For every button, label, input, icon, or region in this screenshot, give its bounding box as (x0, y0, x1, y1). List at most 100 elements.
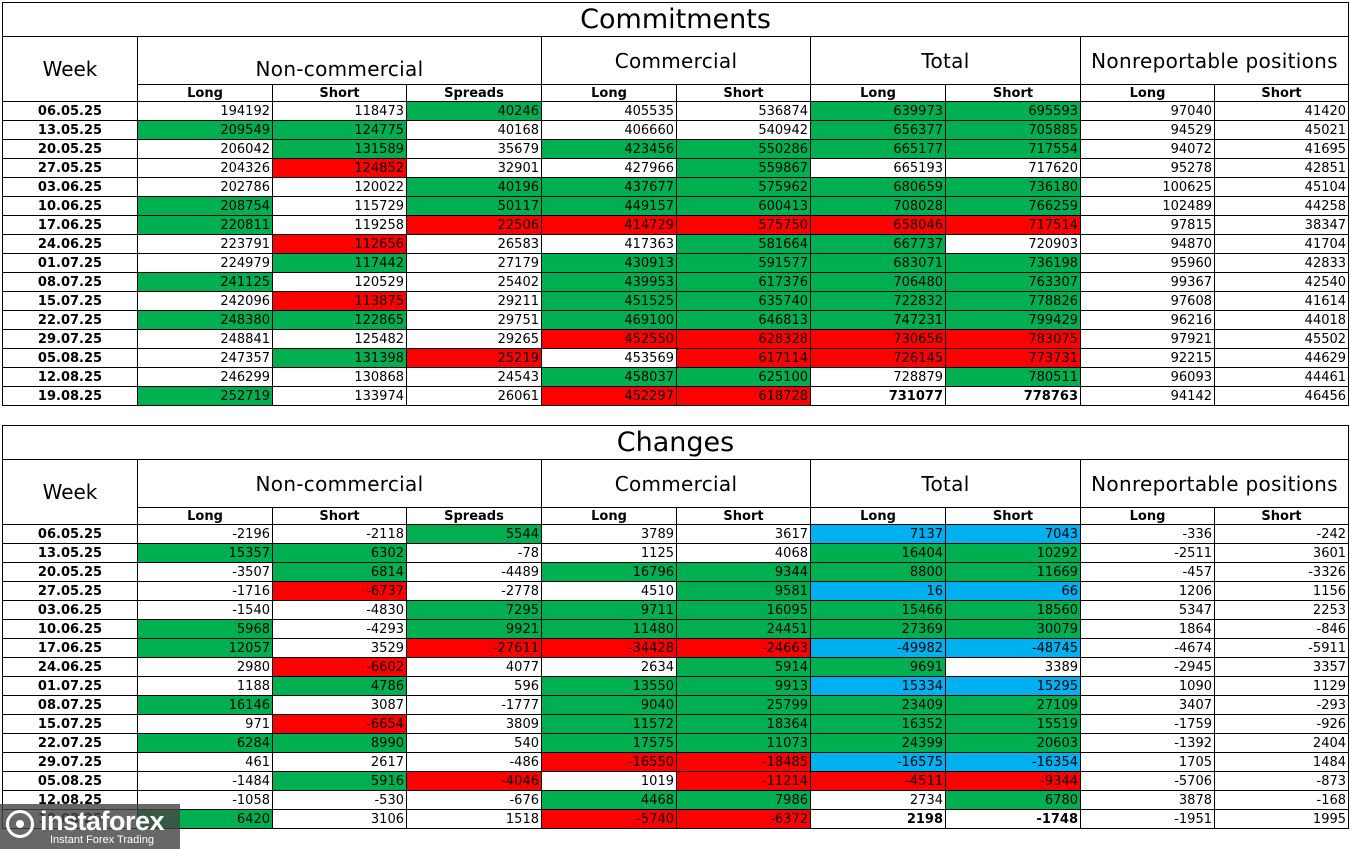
value-cell: 29265 (406, 329, 542, 349)
value-cell: 1995 (1213, 809, 1350, 829)
group-header-commercial: Commercial (541, 36, 811, 85)
value-cell: 731077 (810, 386, 946, 406)
value-cell: 683071 (810, 253, 946, 273)
value-cell: 1705 (1080, 752, 1215, 772)
table-row: 20.05.25 -3507 6814 -4489 16796 9344 8800 11669… (2, 562, 1350, 582)
value-cell: 635740 (676, 291, 811, 311)
value-cell: 15519 (945, 714, 1081, 734)
value-cell: 9921 (406, 619, 542, 639)
value-cell: 2404 (1213, 733, 1350, 753)
subheader-comm-long: Long (541, 84, 677, 102)
value-cell: 720903 (945, 234, 1081, 254)
value-cell: 780511 (945, 367, 1081, 387)
value-cell: 248841 (137, 329, 273, 349)
value-cell: 11572 (541, 714, 677, 734)
value-cell: 1125 (541, 543, 677, 563)
subheader-noncomm-long: Long (137, 84, 273, 102)
subheader-total-long: Long (810, 507, 946, 525)
table-row: 15.07.25 242096 113875 29211 451525 635740 722… (2, 291, 1350, 311)
value-cell: 15334 (810, 676, 946, 696)
changes-title: Changes (1, 425, 1350, 460)
value-cell: 18364 (676, 714, 811, 734)
value-cell: 24451 (676, 619, 811, 639)
value-cell: 971 (137, 714, 273, 734)
subheader-comm-short: Short (676, 507, 811, 525)
value-cell: -336 (1080, 524, 1215, 544)
table-row: 12.08.25 246299 130868 24543 458037 625100 728… (2, 367, 1350, 387)
week-cell: 06.05.25 (2, 101, 138, 121)
value-cell: 29751 (406, 310, 542, 330)
value-cell: -4830 (272, 600, 407, 620)
value-cell: 45104 (1213, 177, 1350, 197)
value-cell: 8800 (810, 562, 946, 582)
value-cell: 1864 (1080, 619, 1215, 639)
value-cell: 45021 (1213, 120, 1350, 140)
value-cell: 133974 (272, 386, 407, 406)
value-cell: 799429 (945, 310, 1081, 330)
table-row: 15.07.25 971 -6654 3809 11572 18364 16352 15519… (2, 714, 1350, 734)
value-cell: 131589 (272, 139, 407, 159)
week-cell: 19.08.25 (2, 386, 138, 406)
group-header-nonreportable: Nonreportable positions (1079, 36, 1350, 85)
changes-table: Changes Week Non-commercial Commercial T… (1, 425, 1350, 829)
value-cell: 15357 (137, 543, 273, 563)
value-cell: 4068 (676, 543, 811, 563)
value-cell: -6737 (272, 581, 407, 601)
value-cell: 665177 (810, 139, 946, 159)
value-cell: 3878 (1080, 790, 1215, 810)
value-cell: 5968 (137, 619, 273, 639)
value-cell: 6814 (272, 562, 407, 582)
value-cell: 5544 (406, 524, 542, 544)
table-row: 06.05.25 -2196 -2118 5544 3789 3617 7137 7043 -3… (2, 524, 1350, 544)
value-cell: 1090 (1080, 676, 1215, 696)
value-cell: 41420 (1213, 101, 1350, 121)
logo-tagline: Instant Forex Trading (50, 834, 154, 846)
value-cell: 414729 (541, 215, 677, 235)
table-row: 08.07.25 241125 120529 25402 439953 617376 706… (2, 272, 1350, 292)
value-cell: 209549 (137, 120, 273, 140)
value-cell: -4046 (406, 771, 542, 791)
value-cell: 708028 (810, 196, 946, 216)
value-cell: 16 (810, 581, 946, 601)
value-cell: 26583 (406, 234, 542, 254)
value-cell: 617114 (676, 348, 811, 368)
value-cell: 550286 (676, 139, 811, 159)
value-cell: 728879 (810, 367, 946, 387)
value-cell: 41704 (1213, 234, 1350, 254)
week-cell: 24.06.25 (2, 234, 138, 254)
value-cell: 1518 (406, 809, 542, 829)
value-cell: 202786 (137, 177, 273, 197)
value-cell: 5914 (676, 657, 811, 677)
table-row: 29.07.25 461 2617 -486 -16550 -18485 -16575 -16… (2, 752, 1350, 772)
value-cell: -1540 (137, 600, 273, 620)
table-row: 05.08.25 -1484 5916 -4046 1019 -11214 -4511 -93… (2, 771, 1350, 791)
value-cell: 248380 (137, 310, 273, 330)
week-cell: 08.07.25 (2, 272, 138, 292)
value-cell: -457 (1080, 562, 1215, 582)
value-cell: 6780 (945, 790, 1081, 810)
value-cell: 7137 (810, 524, 946, 544)
value-cell: 94142 (1080, 386, 1215, 406)
value-cell: 102489 (1080, 196, 1215, 216)
subheader-noncomm-short: Short (272, 507, 407, 525)
table-row: 10.06.25 208754 115729 50117 449157 600413 708… (2, 196, 1350, 216)
value-cell: 591577 (676, 253, 811, 273)
week-cell: 20.05.25 (2, 562, 138, 582)
value-cell: 427966 (541, 158, 677, 178)
value-cell: 115729 (272, 196, 407, 216)
value-cell: 204326 (137, 158, 273, 178)
value-cell: 220811 (137, 215, 273, 235)
week-cell: 15.07.25 (2, 291, 138, 311)
value-cell: 575962 (676, 177, 811, 197)
value-cell: 439953 (541, 272, 677, 292)
value-cell: 44258 (1213, 196, 1350, 216)
value-cell: 112656 (272, 234, 407, 254)
value-cell: 16796 (541, 562, 677, 582)
subheader-comm-long: Long (541, 507, 677, 525)
value-cell: 452297 (541, 386, 677, 406)
value-cell: 8990 (272, 733, 407, 753)
subheader-total-short: Short (945, 507, 1081, 525)
value-cell: 95278 (1080, 158, 1215, 178)
table-row: 13.05.25 209549 124775 40168 406660 540942 656… (2, 120, 1350, 140)
value-cell: 66 (945, 581, 1081, 601)
